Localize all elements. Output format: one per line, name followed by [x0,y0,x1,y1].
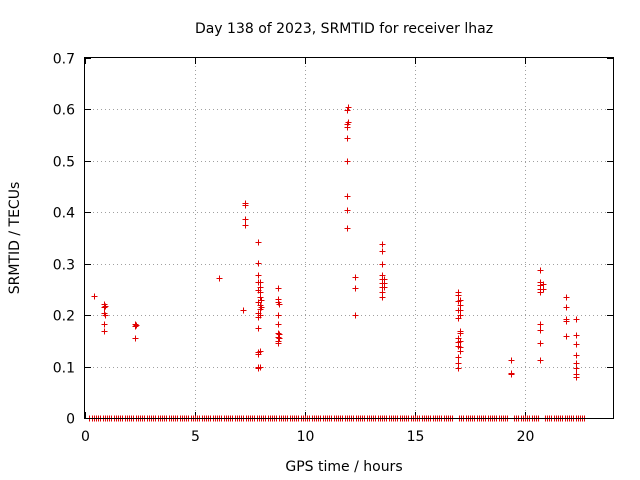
data-point [133,322,140,329]
data-point [508,357,515,364]
plot-frame [84,57,614,419]
data-point [344,135,351,142]
y-tick-labels: 0 0.1 0.2 0.3 0.4 0.5 0.6 0.7 [53,52,75,428]
data-point [91,293,98,300]
data-point [563,318,570,325]
data-point [257,312,264,319]
x-tick-label: 20 [517,429,535,445]
data-point [352,285,359,292]
data-point [573,374,580,381]
data-point [258,297,265,304]
data-point [573,316,580,323]
data-point [344,124,351,131]
data-point [275,285,282,292]
data-point [457,338,464,345]
data-point [573,332,580,339]
data-point [242,222,249,229]
data-point [344,225,351,232]
data-point [457,312,464,319]
data-point [563,304,570,311]
data-point [381,284,388,291]
data-point [255,272,262,279]
data-point [132,335,139,342]
data-point [352,274,359,281]
data-point [537,267,544,274]
data-point [344,193,351,200]
data-point [242,202,249,209]
y-tick-label: 0.6 [53,103,75,119]
x-axis-label: GPS time / hours [285,459,402,475]
data-point [258,304,265,311]
y-tick-label: 0.4 [53,206,75,222]
data-point [352,312,359,319]
data-point [537,289,544,296]
data-point [275,312,282,319]
data-point [537,321,544,328]
y-tick-label: 0 [66,412,75,428]
data-point [573,341,580,348]
data-point [257,364,264,371]
data-point [132,323,139,330]
x-tick-label: 15 [407,429,425,445]
data-point [455,365,462,372]
data-point [379,248,386,255]
y-tick-label: 0.7 [53,52,75,68]
data-point [216,275,223,282]
data-point [345,119,352,126]
y-tick-label: 0.5 [53,155,75,171]
x-tick-label: 5 [191,429,200,445]
data-point [573,365,580,372]
data-point [240,307,247,314]
data-point [563,294,570,301]
data-point [344,207,351,214]
data-point [457,348,464,355]
data-point [101,328,108,335]
data-point [276,301,283,308]
data-point [344,158,351,165]
data-point [455,354,462,361]
data-point [255,260,262,267]
data-point [379,241,386,248]
data-point [255,325,262,332]
data-point [344,107,351,114]
data-point [101,321,108,328]
data-point [537,327,544,334]
chart-title: Day 138 of 2023, SRMTID for receiver lha… [195,21,493,37]
x-tick-label: 0 [81,429,90,445]
data-point [563,333,570,340]
data-point [537,357,544,364]
data-point [102,312,109,319]
data-point [455,292,462,299]
data-point [345,104,352,111]
y-tick-label: 0.1 [53,361,75,377]
data-point [255,239,262,246]
data-point [101,304,108,311]
x-tick-labels: 0 5 10 15 20 [81,429,534,445]
data-point [242,216,249,223]
data-point [257,348,264,355]
y-axis-label: SRMTID / TECUs [7,182,23,295]
data-point [457,330,464,337]
data-point [275,321,282,328]
data-point [257,294,264,301]
y-tick-label: 0.3 [53,258,75,274]
data-point [537,340,544,347]
data-point [102,303,109,310]
data-point [508,371,515,378]
data-point [276,335,283,342]
data-point [275,340,282,347]
data-point [379,294,386,301]
axis-ticks [85,58,613,419]
y-tick-label: 0.2 [53,309,75,325]
data-point [573,352,580,359]
data-point [540,286,547,293]
x-tick-label: 10 [297,429,315,445]
data-point [379,261,386,268]
